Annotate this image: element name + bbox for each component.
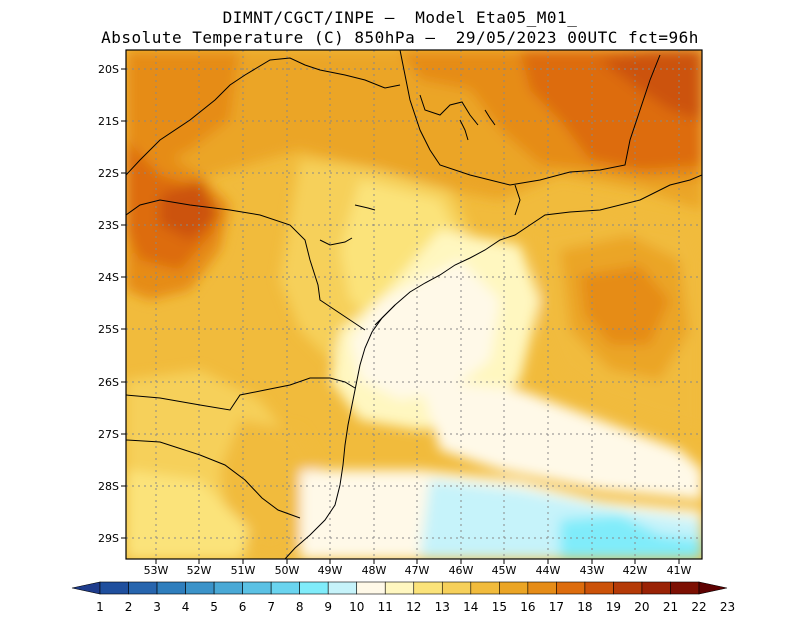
temperature-field — [126, 50, 702, 559]
river — [484, 109, 496, 126]
state-border — [126, 57, 401, 176]
lat-label: 25S — [98, 323, 119, 336]
colorbar-label: 18 — [577, 600, 592, 614]
lon-label: 45W — [492, 564, 517, 577]
colorbar-label: 13 — [435, 600, 450, 614]
colorbar-swatch — [470, 581, 500, 595]
colorbar-label: 20 — [634, 600, 649, 614]
map-title-line2: Absolute Temperature (C) 850hPa – 29/05/… — [101, 28, 699, 47]
lat-label: 22S — [98, 167, 119, 180]
longitude-labels: 53W 52W 51W 50W 49W 48W 47W 46W 45W 44W 43W 42W 41W — [144, 559, 692, 577]
colorbar-swatch — [670, 581, 700, 595]
colorbar-label: 1 — [96, 600, 104, 614]
colorbar-swatch — [413, 581, 443, 595]
lon-label: 44W — [536, 564, 561, 577]
lon-label: 50W — [275, 564, 300, 577]
state-border — [514, 184, 521, 216]
colorbar-swatch — [384, 581, 415, 595]
lon-label: 42W — [623, 564, 648, 577]
colorbar-swatch — [270, 581, 300, 595]
colorbar-swatch — [128, 581, 158, 595]
colorbar-label: 5 — [210, 600, 218, 614]
colorbar-label: 15 — [492, 600, 507, 614]
lat-label: 21S — [98, 115, 119, 128]
colorbar-label: 22 — [691, 600, 706, 614]
map-frame — [125, 49, 703, 560]
lon-label: 48W — [362, 564, 387, 577]
colorbar-label: 7 — [267, 600, 275, 614]
coastline — [284, 174, 702, 559]
state-border — [126, 377, 356, 411]
colorbar-high-arrow — [698, 581, 728, 595]
river — [354, 204, 376, 211]
lat-lon-grid — [126, 50, 702, 559]
colorbar-label: 3 — [153, 600, 161, 614]
colorbar-swatch — [584, 581, 614, 595]
colorbar: 1 2 3 4 5 6 7 8 9 10 11 12 13 14 15 16 17 18 19 20 21 22 23 — [71, 581, 735, 614]
lat-label: 29S — [98, 532, 119, 545]
lon-label: 46W — [449, 564, 474, 577]
colorbar-swatch — [242, 581, 272, 595]
lat-label: 27S — [98, 428, 119, 441]
lon-label: 49W — [318, 564, 343, 577]
map-title-line1: DIMNT/CGCT/INPE – Model Eta05_M01_ — [222, 8, 578, 27]
lat-label: 26S — [98, 376, 119, 389]
lon-label: 47W — [405, 564, 430, 577]
colorbar-swatch — [213, 581, 243, 595]
colorbar-label: 10 — [349, 600, 364, 614]
lat-label: 24S — [98, 271, 119, 284]
colorbar-label: 11 — [378, 600, 393, 614]
river — [319, 237, 353, 246]
colorbar-swatch — [327, 581, 358, 595]
colorbar-label: 16 — [520, 600, 535, 614]
colorbar-swatch — [441, 581, 472, 595]
river — [459, 119, 469, 141]
river — [419, 94, 479, 126]
lon-label: 43W — [580, 564, 605, 577]
colorbar-swatch — [185, 581, 215, 595]
colorbar-label: 14 — [463, 600, 478, 614]
lon-label: 52W — [187, 564, 212, 577]
colorbar-swatch — [99, 581, 129, 595]
lon-label: 53W — [144, 564, 169, 577]
colorbar-label: 9 — [324, 600, 332, 614]
colorbar-swatch — [299, 581, 329, 595]
colorbar-label: 21 — [663, 600, 678, 614]
colorbar-swatch — [641, 581, 671, 595]
colorbar-swatch — [527, 581, 557, 595]
colorbar-label: 23 — [720, 600, 735, 614]
boundaries — [126, 50, 702, 559]
state-border — [399, 50, 661, 186]
lon-label: 51W — [231, 564, 256, 577]
lagoon — [374, 304, 396, 326]
state-border — [126, 439, 301, 519]
latitude-labels: 20S 21S 22S 23S 24S 25S 26S 27S 28S 29S — [98, 63, 126, 545]
colorbar-swatch — [556, 581, 586, 595]
lat-label: 23S — [98, 219, 119, 232]
colorbar-swatch — [499, 581, 529, 595]
colorbar-swatch — [356, 581, 386, 595]
state-border — [126, 199, 366, 331]
colorbar-label: 6 — [239, 600, 247, 614]
colorbar-label: 12 — [406, 600, 421, 614]
lon-label: 41W — [667, 564, 692, 577]
lat-label: 28S — [98, 480, 119, 493]
colorbar-label: 17 — [549, 600, 564, 614]
colorbar-label: 2 — [125, 600, 133, 614]
colorbar-swatch — [613, 581, 643, 595]
lat-label: 20S — [98, 63, 119, 76]
colorbar-label: 19 — [606, 600, 621, 614]
colorbar-low-arrow — [71, 581, 101, 595]
colorbar-label: 8 — [296, 600, 304, 614]
colorbar-label: 4 — [182, 600, 190, 614]
colorbar-swatch — [156, 581, 186, 595]
